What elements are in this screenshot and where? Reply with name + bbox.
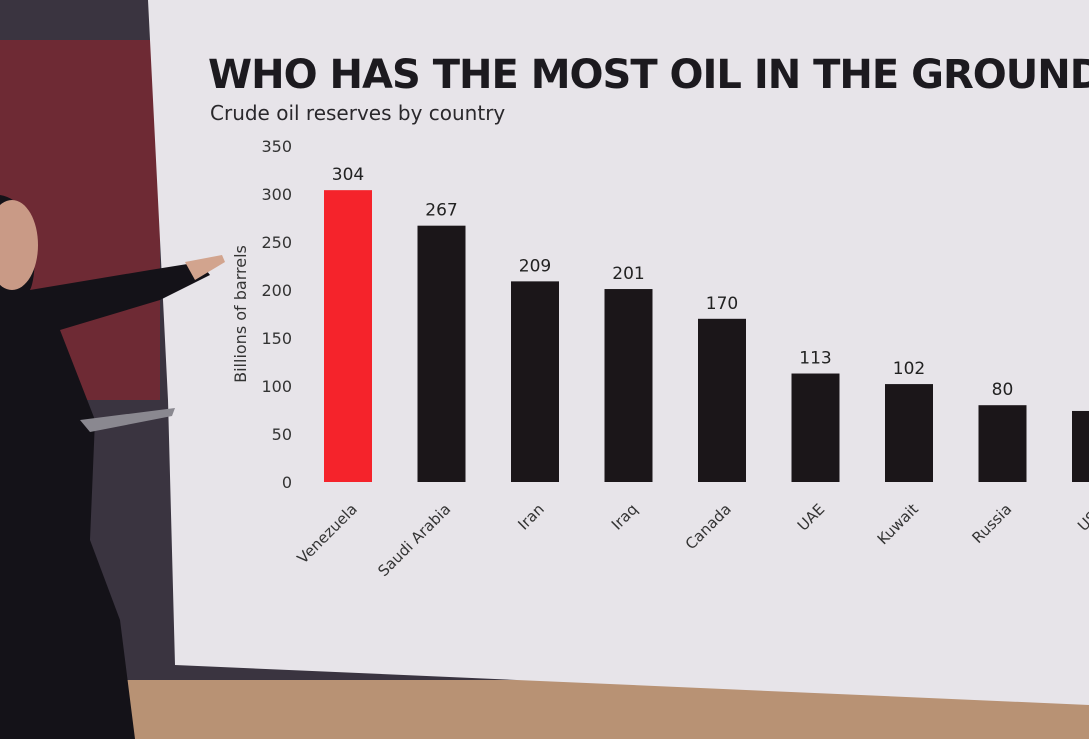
bar-kuwait [885,384,933,482]
y-tick-label: 50 [272,425,292,444]
value-label: 209 [519,256,551,276]
bar-iran [511,281,559,482]
y-tick-label: 300 [261,185,292,204]
value-label: 267 [425,201,457,221]
bar-canada [698,318,746,482]
y-axis-label: Billions of barrels [231,245,250,383]
value-label: 102 [893,359,925,379]
chart-title: WHO HAS THE MOST OIL IN THE GROUND? [208,52,1089,98]
y-tick-label: 150 [261,329,292,348]
y-tick-label: 200 [261,281,292,300]
bar-saudi-arabia [417,225,466,482]
bar-russia [978,405,1027,482]
value-label: 80 [992,380,1014,400]
bar-uae [791,373,840,482]
y-tick-label: 350 [261,137,292,156]
bar-usa [1072,410,1089,482]
y-tick-label: 0 [282,473,292,492]
value-label: 170 [706,294,738,314]
value-label: 304 [332,165,364,185]
presenter [0,195,225,739]
bar-venezuela [324,190,372,482]
chart-subtitle: Crude oil reserves by country [210,101,505,125]
y-tick-label: 250 [261,233,292,252]
value-label: 113 [799,349,831,369]
y-tick-label: 100 [261,377,292,396]
value-label: 201 [612,264,644,284]
bar-iraq [604,289,653,482]
